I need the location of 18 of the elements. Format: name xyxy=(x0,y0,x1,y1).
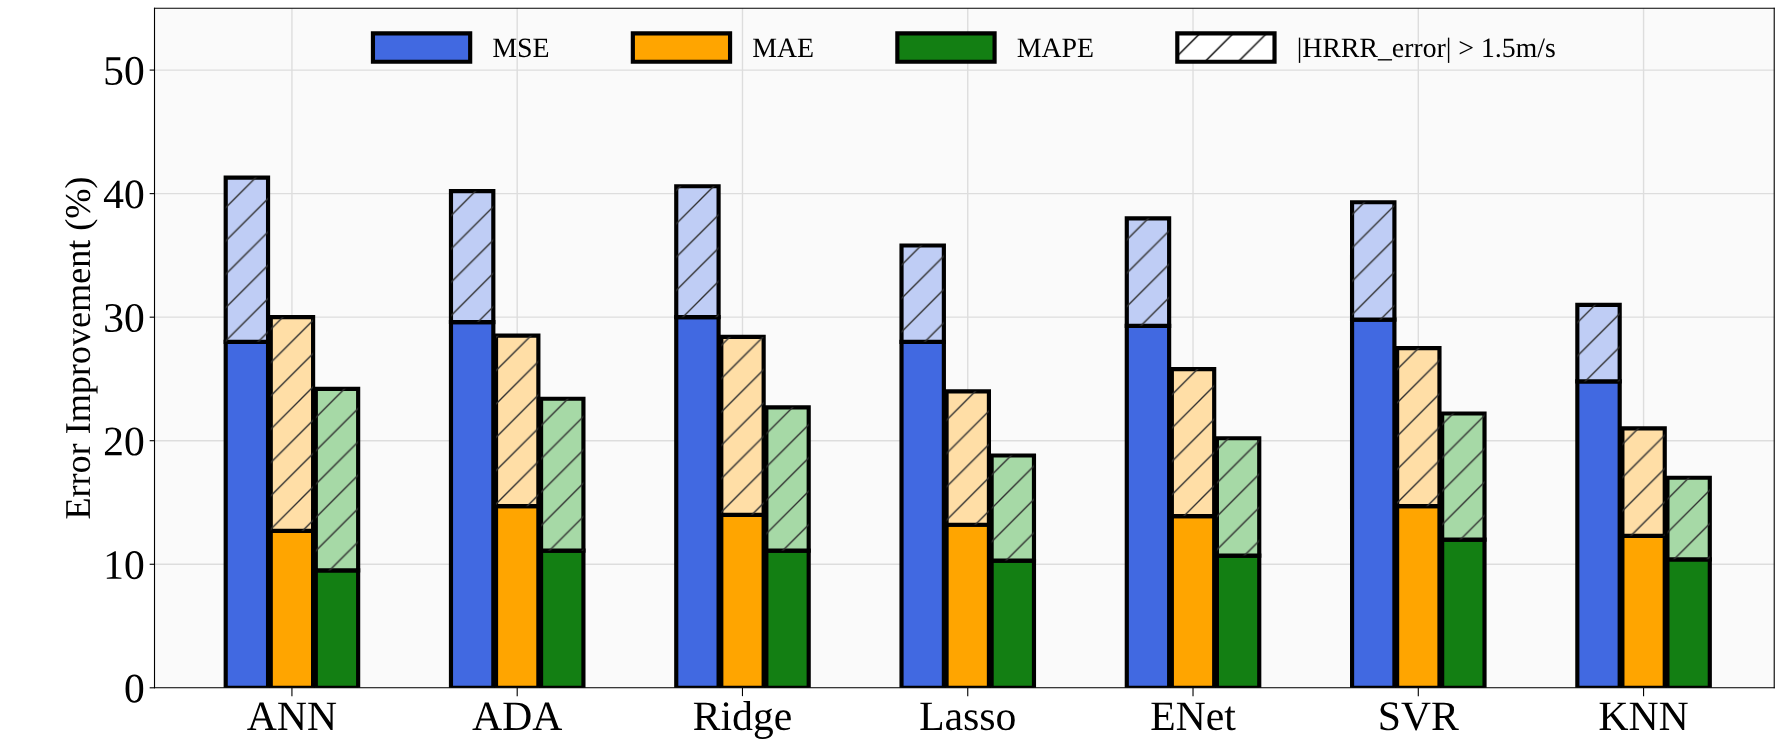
x-tick-label: Lasso xyxy=(920,702,1015,731)
x-tick-label: SVR xyxy=(1380,702,1459,731)
x-tick-label: ENet xyxy=(1151,702,1236,731)
x-tick-label: KNN xyxy=(1599,702,1688,730)
y-tick-label: 10 xyxy=(106,551,144,580)
legend-label: MAE xyxy=(753,38,813,57)
y-tick-label: 50 xyxy=(105,56,144,85)
y-tick-label: 40 xyxy=(103,180,144,209)
y-tick-label: 20 xyxy=(104,427,144,456)
legend-label: MAPE xyxy=(1017,38,1093,57)
y-tick-label: 30 xyxy=(105,303,144,333)
y-axis-title: Error Improvement (%) xyxy=(64,178,98,519)
x-tick-label: Ridge xyxy=(693,701,791,739)
annotation: |HRRR_error| > 1.5m/s xyxy=(1298,37,1555,63)
legend-label: MSE xyxy=(493,38,549,58)
y-tick-label: 0 xyxy=(125,674,144,703)
x-tick-label: ANN xyxy=(247,702,337,730)
x-tick-label: ADA xyxy=(472,702,563,730)
